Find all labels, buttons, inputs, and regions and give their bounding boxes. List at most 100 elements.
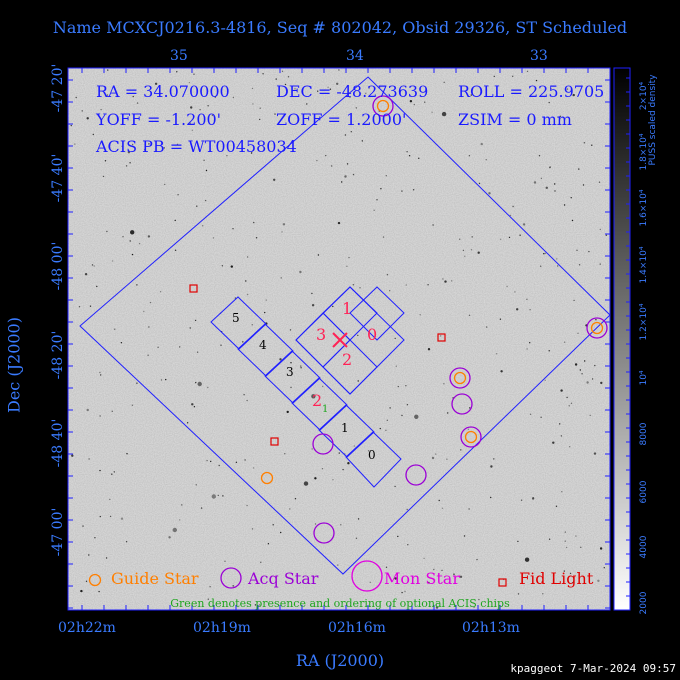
background-star (163, 147, 165, 149)
background-star (314, 523, 317, 525)
background-star (195, 381, 197, 384)
background-star (212, 237, 215, 239)
background-star (385, 175, 387, 177)
chip-label-s: 5 (232, 311, 240, 325)
background-star (275, 78, 277, 80)
background-star (367, 450, 370, 452)
background-star (111, 410, 114, 412)
background-star (541, 580, 543, 583)
background-star (355, 537, 358, 539)
background-star (512, 205, 514, 208)
background-star (401, 591, 403, 594)
background-star (548, 350, 550, 352)
background-star (210, 460, 212, 463)
chip-label-i: 3 (316, 325, 327, 344)
background-star (368, 87, 371, 89)
background-star (143, 310, 145, 313)
background-star (259, 118, 261, 121)
background-star (535, 79, 538, 82)
background-star (259, 107, 261, 109)
background-star (82, 525, 84, 527)
background-star (408, 155, 411, 157)
x-axis-label: RA (J2000) (295, 651, 385, 670)
background-star (352, 173, 355, 176)
background-star (443, 383, 445, 385)
background-star (359, 287, 361, 289)
legend-fid-icon (498, 578, 507, 587)
background-star (451, 280, 453, 282)
background-star (569, 446, 571, 448)
acq-star (405, 464, 427, 486)
background-star (294, 498, 297, 500)
background-star (120, 517, 124, 520)
background-star (512, 75, 514, 78)
background-star (499, 318, 502, 320)
background-star (365, 92, 367, 95)
background-star (493, 75, 495, 78)
background-star (111, 473, 113, 475)
background-star (132, 95, 134, 98)
background-star (232, 228, 234, 230)
background-star (235, 461, 238, 463)
background-star (98, 590, 100, 593)
background-star (126, 453, 128, 455)
background-star (205, 169, 208, 172)
background-star (120, 342, 123, 344)
background-star (600, 381, 603, 385)
background-star (349, 96, 351, 98)
background-star (588, 250, 590, 253)
background-star (282, 223, 286, 226)
background-star (480, 142, 483, 146)
background-star (401, 190, 403, 192)
background-star (121, 145, 123, 148)
background-star (573, 299, 575, 302)
acis-chip-s4 (318, 404, 375, 458)
background-star (287, 76, 290, 78)
background-star (579, 369, 581, 371)
acq-star (313, 522, 335, 544)
background-star (469, 407, 471, 409)
background-star (207, 105, 209, 107)
x-tick-label: 02h19m (193, 620, 251, 636)
background-star (397, 535, 399, 538)
background-star (517, 593, 520, 595)
background-star (105, 557, 108, 559)
chip-label-i: 1 (342, 299, 353, 318)
background-star (470, 94, 472, 96)
background-star (250, 152, 253, 154)
y-tick-label: -47 20' (50, 63, 66, 113)
guide-star (464, 430, 478, 444)
background-star (129, 240, 131, 242)
background-star (279, 358, 282, 361)
background-star (389, 407, 391, 409)
background-star (300, 367, 302, 369)
acis-chip-i1 (349, 286, 405, 341)
background-star (290, 362, 292, 364)
guide-star (590, 321, 604, 335)
background-star (136, 284, 138, 286)
chip-label-s: 2 (312, 391, 323, 410)
background-star (254, 604, 257, 606)
background-star (204, 199, 207, 202)
background-star (260, 561, 262, 563)
colorbar-tick-label: 2000 (639, 591, 649, 615)
background-star (544, 252, 546, 255)
background-star (246, 504, 248, 507)
background-star (78, 306, 81, 308)
background-star (578, 264, 581, 266)
legend-mon-label: Mon Star (384, 569, 460, 588)
background-star (338, 69, 340, 71)
acis-chip-s1 (237, 323, 294, 377)
background-star (136, 382, 138, 384)
x-tick-label: 02h16m (328, 620, 386, 636)
background-star (438, 499, 440, 502)
background-star (165, 378, 167, 381)
background-star (211, 494, 216, 499)
background-star (122, 236, 124, 238)
background-star (599, 547, 603, 550)
background-star (244, 459, 246, 461)
background-star (154, 82, 158, 86)
background-star (355, 107, 357, 109)
legend-mon-icon (351, 560, 383, 592)
background-star (564, 540, 566, 542)
